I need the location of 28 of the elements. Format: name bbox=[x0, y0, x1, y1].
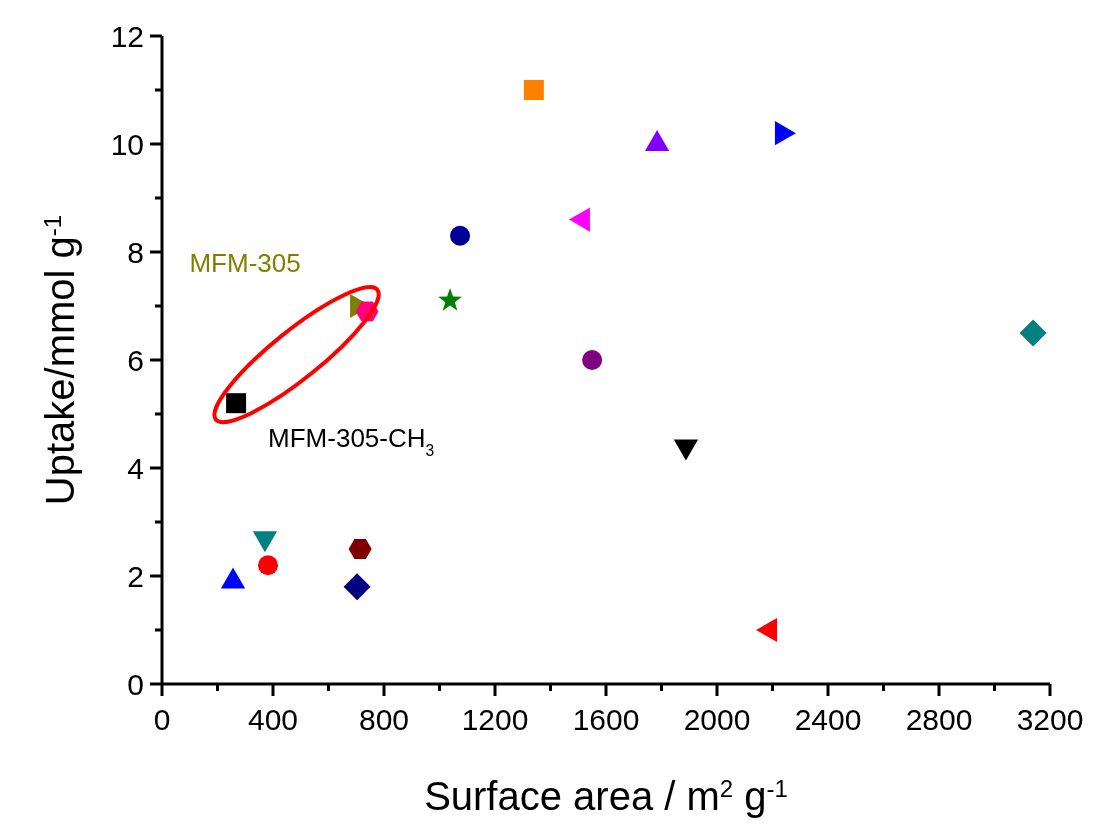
x-tick-label: 1600 bbox=[572, 703, 640, 736]
y-tick-label: 2 bbox=[127, 560, 144, 593]
point bbox=[348, 539, 372, 559]
x-tick-label: 3200 bbox=[1016, 703, 1084, 736]
x-tick-label: 0 bbox=[153, 703, 171, 736]
annotation: MFM-305 bbox=[189, 248, 301, 278]
y-tick-label: 8 bbox=[127, 236, 144, 269]
point bbox=[438, 288, 462, 311]
x-tick-label: 2400 bbox=[794, 703, 862, 736]
x-tick-label: 400 bbox=[247, 703, 299, 736]
y-tick-label: 12 bbox=[110, 20, 144, 53]
y-tick-label: 10 bbox=[110, 128, 144, 161]
point bbox=[343, 573, 371, 601]
y-tick-label: 6 bbox=[127, 344, 144, 377]
y-tick-label: 4 bbox=[127, 452, 144, 485]
x-tick-label: 2000 bbox=[683, 703, 751, 736]
point bbox=[1019, 319, 1047, 347]
annotation: MFM-305-CH$_{3}$ bbox=[268, 423, 435, 459]
x-tick-label: 800 bbox=[358, 703, 410, 736]
point bbox=[258, 555, 279, 576]
x-tick-label: 1200 bbox=[461, 703, 529, 736]
point bbox=[226, 393, 247, 414]
y-tick-label: 0 bbox=[127, 668, 144, 701]
point bbox=[523, 80, 544, 100]
point bbox=[582, 350, 603, 370]
point bbox=[450, 225, 471, 246]
x-axis-title: Surface area / m$^{2}$ g$^{-1}$ bbox=[424, 774, 788, 818]
x-tick-label: 2800 bbox=[905, 703, 973, 736]
